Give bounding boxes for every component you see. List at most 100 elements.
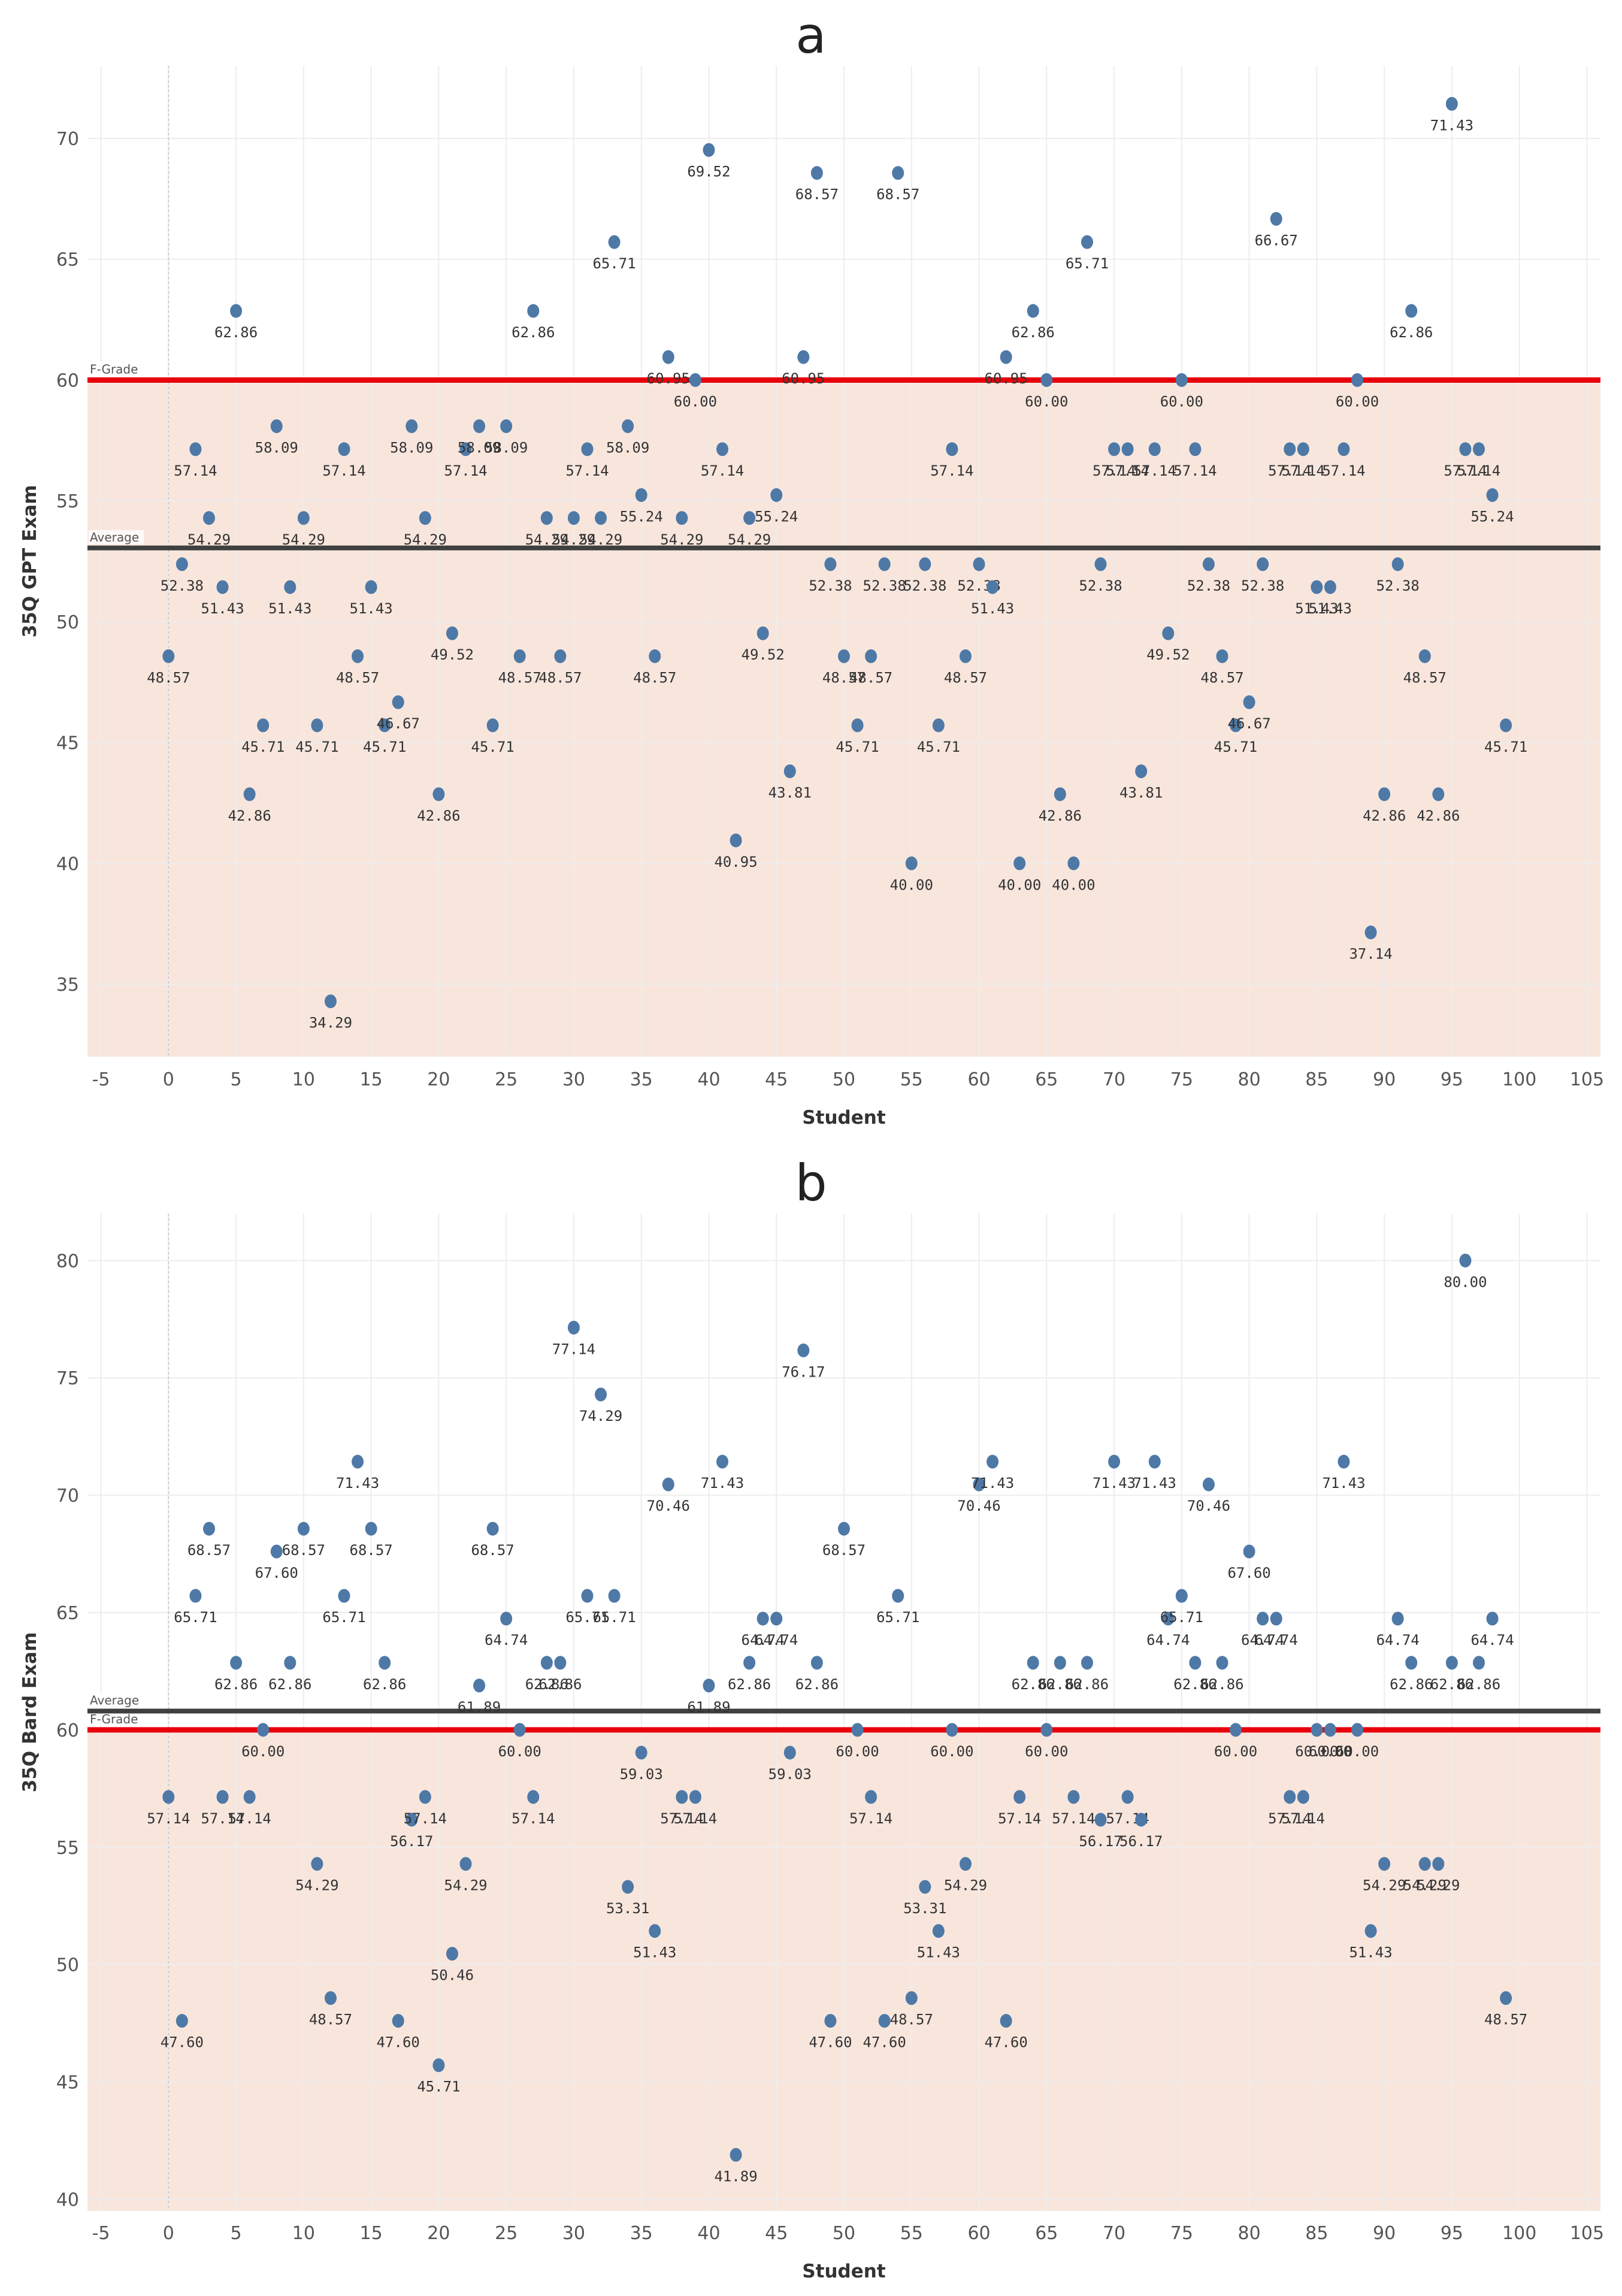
data-label: 65.71 (876, 1609, 919, 1626)
data-label: 42.86 (417, 807, 460, 824)
data-point (1473, 1656, 1485, 1670)
data-point (851, 1723, 864, 1737)
data-label: 57.14 (701, 462, 744, 479)
data-point (473, 1678, 486, 1693)
data-point (392, 695, 404, 709)
data-point (703, 143, 715, 157)
data-point (865, 649, 877, 664)
data-point (1500, 718, 1512, 733)
x-tick-label: 5 (231, 2223, 242, 2244)
data-point (810, 1656, 823, 1670)
data-point (878, 557, 891, 571)
data-point (1148, 442, 1161, 456)
data-label: 42.86 (228, 807, 271, 824)
data-label: 70.46 (957, 1498, 1000, 1514)
data-point (270, 419, 283, 433)
data-label: 61.89 (458, 1699, 501, 1716)
data-label: 45.71 (363, 739, 406, 755)
data-label: 62.86 (512, 324, 555, 341)
data-point (1067, 856, 1080, 870)
data-label: 57.14 (1133, 462, 1176, 479)
data-label: 60.95 (647, 370, 690, 387)
data-label: 60.00 (241, 1743, 285, 1760)
data-label: 53.31 (903, 1900, 946, 1917)
data-label: 60.00 (1309, 1743, 1352, 1760)
data-label: 57.14 (1322, 462, 1365, 479)
data-label: 60.00 (1336, 1743, 1379, 1760)
data-label: 57.14 (1173, 462, 1216, 479)
data-label: 62.86 (1012, 324, 1055, 341)
data-point (527, 304, 540, 318)
x-tick-label: 25 (495, 2223, 518, 2244)
data-point (1216, 649, 1228, 664)
data-label: 57.14 (1052, 1810, 1095, 1827)
data-label: 64.74 (1376, 1632, 1420, 1648)
data-label: 64.74 (485, 1632, 528, 1648)
y-axis-title: 35Q Bard Exam (19, 1632, 41, 1793)
y-tick-label: 45 (56, 733, 79, 754)
data-label: 65.71 (1066, 255, 1109, 272)
chart-panel-b: b -5 0 5 10 15 20 25 30 35 40 45 50 55 60 65 70 75 80 85 90… (0, 1148, 1622, 2296)
data-label: 58.09 (606, 439, 649, 456)
x-tick-label: 40 (697, 1069, 720, 1090)
data-label: 48.57 (309, 2011, 352, 2028)
data-point (783, 1746, 796, 1760)
data-label: 62.86 (1390, 1676, 1433, 1693)
data-point (162, 1790, 175, 1804)
x-tick-label: 0 (163, 2223, 174, 2244)
data-label: 69.52 (687, 163, 730, 180)
data-label: 68.57 (795, 186, 839, 203)
data-point (1445, 96, 1458, 111)
data-point (1000, 350, 1012, 364)
x-tick-label: 100 (1502, 2223, 1536, 2244)
data-point (756, 1611, 769, 1626)
panel-letter-a: a (795, 6, 827, 65)
data-label: 54.29 (579, 531, 622, 548)
data-point (892, 166, 904, 180)
data-label: 52.38 (1241, 577, 1284, 594)
data-point (243, 787, 256, 801)
data-label: 58.09 (255, 439, 298, 456)
data-label: 51.43 (268, 600, 311, 617)
data-point (1000, 2014, 1012, 2028)
x-tick-label: 0 (163, 1069, 174, 1090)
x-tick-label: -5 (92, 1069, 110, 1090)
data-label: 52.38 (809, 577, 852, 594)
data-label: 40.95 (714, 854, 757, 870)
data-point (973, 557, 985, 571)
data-point (851, 718, 864, 733)
data-label: 65.71 (592, 1609, 636, 1626)
data-label: 71.43 (971, 1475, 1014, 1492)
data-point (959, 1857, 972, 1871)
data-label: 48.57 (147, 670, 190, 686)
data-point (1378, 1857, 1391, 1871)
x-tick-label: 25 (495, 1069, 518, 1090)
data-label: 64.74 (1470, 1632, 1514, 1648)
x-tick-label: 80 (1238, 2223, 1261, 2244)
data-label: 48.57 (498, 670, 541, 686)
data-point (1364, 1924, 1377, 1938)
data-point (1405, 1656, 1418, 1670)
data-point (270, 1544, 283, 1559)
data-label: 47.60 (985, 2034, 1028, 2051)
x-tick-label: 60 (967, 1069, 990, 1090)
data-point (716, 442, 729, 456)
y-tick-label: 45 (56, 2073, 79, 2094)
data-point (338, 1589, 350, 1603)
data-point (1432, 1857, 1445, 1871)
data-label: 62.86 (525, 1676, 568, 1693)
data-point (595, 1387, 607, 1402)
data-point (1432, 787, 1445, 801)
data-label: 52.38 (863, 577, 906, 594)
data-label: 53.31 (606, 1900, 649, 1917)
data-label: 48.57 (1403, 670, 1447, 686)
data-point (1202, 1477, 1215, 1492)
y-tick-label: 40 (56, 2189, 79, 2210)
data-point (838, 649, 850, 664)
data-label: 65.71 (174, 1609, 217, 1626)
data-label: 60.00 (498, 1743, 541, 1760)
f-grade-label: F-Grade (90, 1712, 138, 1726)
data-point (797, 350, 810, 364)
data-point (1230, 718, 1242, 733)
data-point (1162, 626, 1175, 640)
